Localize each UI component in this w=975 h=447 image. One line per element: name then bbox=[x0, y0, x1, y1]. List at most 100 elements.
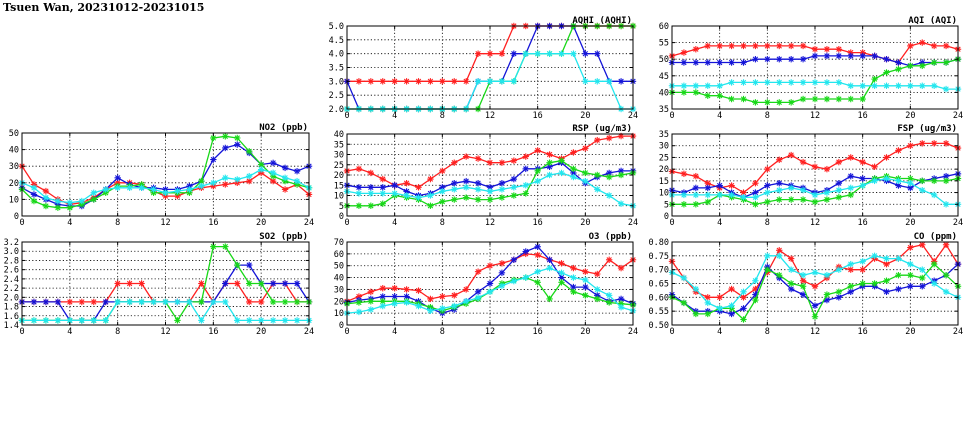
data-point bbox=[546, 159, 553, 166]
x-tick-label: 20 bbox=[905, 327, 915, 337]
data-point bbox=[78, 298, 85, 306]
data-point bbox=[883, 288, 890, 295]
data-point bbox=[716, 42, 723, 50]
data-point bbox=[534, 147, 541, 154]
data-point bbox=[522, 182, 529, 189]
data-point bbox=[847, 260, 854, 268]
data-point bbox=[930, 140, 938, 147]
data-point bbox=[90, 189, 97, 196]
data-point bbox=[355, 184, 363, 191]
data-point bbox=[355, 190, 363, 197]
data-point bbox=[859, 95, 866, 103]
data-point bbox=[150, 298, 157, 306]
data-point bbox=[919, 177, 926, 185]
data-point bbox=[752, 277, 759, 284]
data-point bbox=[546, 264, 553, 272]
data-point bbox=[764, 182, 771, 189]
series-red bbox=[18, 163, 313, 208]
x-tick-label: 4 bbox=[392, 111, 397, 121]
y-tick-label: 2.5 bbox=[329, 91, 344, 101]
x-tick-label: 24 bbox=[953, 111, 963, 121]
data-point bbox=[752, 79, 759, 86]
data-point bbox=[883, 255, 890, 262]
data-point bbox=[799, 56, 807, 63]
x-tick-label: 0 bbox=[19, 218, 24, 228]
data-point bbox=[379, 302, 386, 310]
data-point bbox=[776, 252, 783, 260]
data-point bbox=[716, 82, 723, 89]
data-point bbox=[222, 280, 229, 287]
data-point bbox=[534, 177, 541, 185]
data-point bbox=[558, 269, 565, 277]
data-point bbox=[355, 202, 363, 209]
data-point bbox=[835, 52, 843, 60]
data-point bbox=[293, 298, 301, 306]
data-point bbox=[859, 82, 866, 89]
data-point bbox=[269, 298, 277, 306]
y-tick-label: 3.2 bbox=[4, 238, 19, 248]
y-tick-label: 2.2 bbox=[4, 284, 19, 294]
data-point bbox=[102, 317, 109, 324]
y-tick-label: 30 bbox=[334, 285, 344, 295]
data-point bbox=[114, 280, 121, 287]
data-point bbox=[269, 280, 277, 287]
data-point bbox=[787, 196, 795, 203]
data-point bbox=[30, 317, 38, 324]
y-tick-label: 55 bbox=[659, 39, 669, 49]
data-point bbox=[895, 177, 902, 185]
data-point bbox=[883, 260, 890, 268]
series-cyan bbox=[668, 175, 962, 208]
data-point bbox=[692, 191, 700, 199]
y-tick-label: 20 bbox=[9, 179, 19, 189]
data-point bbox=[728, 310, 735, 318]
data-point bbox=[764, 165, 771, 173]
data-point bbox=[66, 204, 74, 211]
data-point bbox=[859, 175, 866, 182]
y-tick-label: 40 bbox=[659, 88, 669, 98]
data-point bbox=[859, 158, 866, 166]
data-point bbox=[246, 298, 253, 306]
data-point bbox=[692, 172, 700, 180]
chart-title: CO (ppm) bbox=[914, 232, 957, 242]
data-point bbox=[379, 190, 386, 197]
data-point bbox=[740, 189, 747, 196]
data-point bbox=[546, 171, 553, 179]
data-point bbox=[570, 50, 577, 57]
data-point bbox=[811, 191, 819, 199]
data-point bbox=[605, 256, 613, 263]
data-point bbox=[558, 169, 565, 177]
data-point bbox=[427, 295, 434, 303]
data-point bbox=[895, 285, 902, 293]
data-point bbox=[859, 280, 866, 287]
chart-aqi: 35 40 45 50 55 60 0 4 8 12 16 20 24 AQI (AQI) bbox=[659, 16, 963, 121]
data-point bbox=[942, 201, 950, 208]
x-tick-label: 20 bbox=[580, 111, 590, 121]
x-tick-label: 4 bbox=[717, 218, 722, 228]
data-point bbox=[415, 184, 422, 191]
data-point bbox=[78, 197, 85, 205]
data-point bbox=[594, 186, 601, 193]
data-point bbox=[522, 190, 529, 197]
data-point bbox=[835, 79, 843, 86]
data-point bbox=[728, 302, 735, 309]
data-point bbox=[752, 180, 759, 187]
y-tick-label: 20 bbox=[334, 297, 344, 307]
y-tick-label: 45 bbox=[659, 72, 669, 82]
data-point bbox=[740, 305, 747, 312]
data-point bbox=[498, 194, 506, 201]
data-point bbox=[90, 196, 97, 203]
series-cyan bbox=[18, 166, 313, 206]
data-point bbox=[486, 288, 494, 295]
data-point bbox=[871, 252, 878, 260]
data-point bbox=[704, 310, 711, 318]
data-point bbox=[907, 82, 914, 89]
data-point bbox=[126, 280, 133, 287]
data-point bbox=[823, 291, 831, 298]
y-tick-label: 10 bbox=[334, 192, 344, 202]
data-point bbox=[692, 310, 700, 318]
data-point bbox=[210, 298, 217, 306]
y-tick-label: 0.50 bbox=[649, 321, 669, 331]
data-point bbox=[728, 191, 735, 199]
data-point bbox=[498, 282, 506, 290]
data-point bbox=[66, 199, 74, 206]
